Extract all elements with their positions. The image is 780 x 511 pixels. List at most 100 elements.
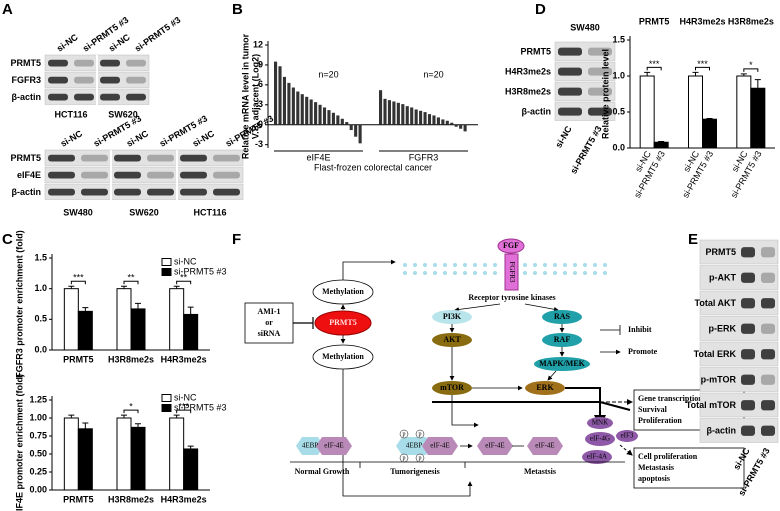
error-bar xyxy=(82,307,89,312)
error-bar xyxy=(658,141,665,143)
significance-label: ** xyxy=(180,273,188,283)
bar xyxy=(383,98,387,125)
blot-band xyxy=(100,59,120,67)
bar xyxy=(414,109,418,125)
bar xyxy=(336,115,340,125)
node xyxy=(585,432,615,446)
label: apoptosis xyxy=(638,474,670,483)
blot-band xyxy=(126,76,146,84)
blot-band xyxy=(48,154,75,162)
bar xyxy=(331,112,335,125)
cell-line-label: HCT116 xyxy=(193,207,226,217)
arrow xyxy=(454,303,501,312)
row-label: p-ERK xyxy=(709,324,737,334)
box xyxy=(633,447,745,489)
bar xyxy=(392,101,396,125)
blot-row xyxy=(554,81,616,101)
arrow xyxy=(565,387,606,427)
cell-line-label: HCT116 xyxy=(54,109,87,119)
membrane-dots xyxy=(403,263,607,275)
y-tick-label: 0.5 xyxy=(34,314,47,324)
node-label: eIF-4G xyxy=(590,435,610,443)
node-label: AKT xyxy=(443,335,461,344)
node xyxy=(312,279,374,305)
error-bar xyxy=(121,285,127,289)
cell-line-label: SW480 xyxy=(570,22,600,32)
blot-band xyxy=(48,93,68,101)
legend-label: si-PRMT5 #3 xyxy=(174,266,227,276)
significance-bracket xyxy=(70,280,86,285)
blot-band xyxy=(741,272,755,283)
y-tick-label: 3 xyxy=(258,99,263,109)
node-label: eIF-4A xyxy=(587,453,607,461)
blot-band xyxy=(48,59,68,67)
node xyxy=(525,381,565,395)
blot-band xyxy=(558,87,582,96)
legend-swatch xyxy=(161,404,172,412)
lane-label: si-NC xyxy=(55,32,80,54)
bar xyxy=(309,99,313,125)
legend-swatch xyxy=(161,258,172,266)
node-label: 4EBP xyxy=(302,442,318,450)
phospho-label: p xyxy=(419,431,422,437)
category-label: H3R8me2s xyxy=(108,494,154,504)
lane-label: si-PRMT5 #3 xyxy=(568,124,603,175)
bar xyxy=(169,417,185,491)
bar xyxy=(410,107,414,125)
blot-band xyxy=(588,47,612,56)
lane-label: si-NC xyxy=(59,128,85,149)
label: Cell proliferation xyxy=(638,452,698,461)
node-label: RAS xyxy=(554,312,571,321)
stage-label: Normal Growth xyxy=(295,467,350,476)
significance-label: *** xyxy=(649,59,660,69)
blot-band xyxy=(114,188,141,196)
bar xyxy=(322,107,327,125)
legend-label: si-NC xyxy=(174,392,197,402)
error-bar xyxy=(692,71,699,76)
bar xyxy=(459,124,463,129)
blot-band xyxy=(126,59,146,67)
blot-band xyxy=(588,107,612,116)
y-axis-label: eIF4E promoter enrichment (fold) xyxy=(14,374,24,511)
row-label: Total AKT xyxy=(695,298,737,308)
y-tick-label: -3 xyxy=(255,139,263,149)
blot-band xyxy=(761,247,775,258)
bar xyxy=(305,96,309,125)
bar xyxy=(318,104,322,125)
significance-bracket xyxy=(123,280,139,285)
blot-band xyxy=(558,67,582,76)
error-bar xyxy=(82,422,89,429)
bar xyxy=(63,288,79,351)
bar xyxy=(358,124,362,144)
y-tick-label: 12 xyxy=(253,39,263,49)
significance-label: ** xyxy=(127,273,135,283)
arrow xyxy=(547,370,557,381)
label: Gene transcription xyxy=(638,394,703,403)
node-label: eIF-4E xyxy=(485,442,504,450)
node-label: ERK xyxy=(536,383,554,392)
node xyxy=(542,333,582,347)
blot-band xyxy=(100,93,120,101)
blot-band xyxy=(180,154,207,162)
blot-band xyxy=(180,188,207,196)
arrow xyxy=(619,444,633,456)
significance-label: * xyxy=(749,60,753,70)
bar xyxy=(688,75,703,149)
bar xyxy=(345,122,349,125)
blot-band xyxy=(213,188,240,196)
bar xyxy=(639,75,655,149)
arrow xyxy=(451,395,479,428)
node-label: 4EBP xyxy=(406,442,422,450)
bar xyxy=(116,417,132,491)
node xyxy=(504,253,519,291)
blot-band xyxy=(81,154,108,162)
panel-label: A xyxy=(2,1,13,18)
blot-band xyxy=(741,298,755,309)
row-label: β-actin xyxy=(12,187,42,197)
bar xyxy=(463,124,467,132)
blot-band xyxy=(761,272,775,283)
panel-label: E xyxy=(688,231,698,248)
node-label: RAF xyxy=(554,335,571,344)
node xyxy=(432,310,472,324)
